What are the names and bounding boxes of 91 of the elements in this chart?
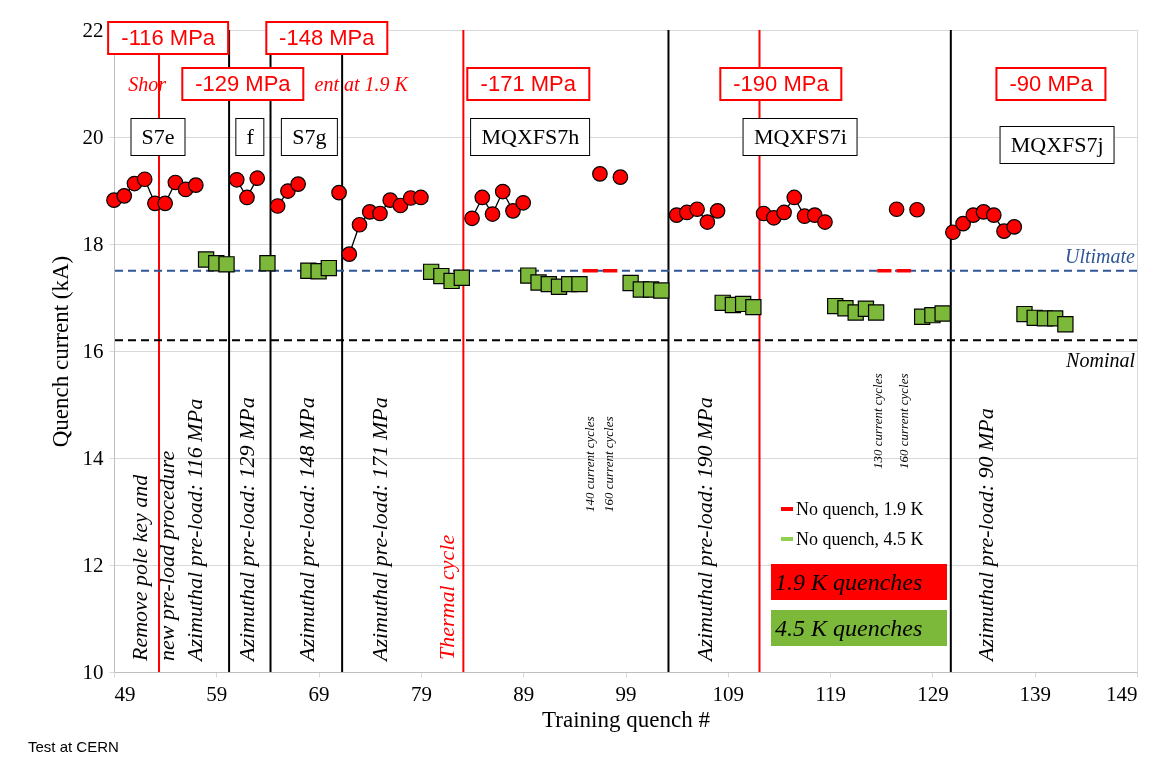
- x-tick-label: 69: [308, 681, 330, 706]
- y-tick-label: 20: [82, 124, 104, 149]
- point: [909, 201, 925, 218]
- annotation: 130 current cycles: [870, 373, 887, 469]
- annotation: 160 current cycles: [601, 415, 618, 512]
- point: [817, 214, 833, 230]
- point: [413, 189, 429, 206]
- x-tick-label: 89: [513, 681, 535, 706]
- point: [592, 166, 608, 182]
- annotation: MQXFS7j: [999, 126, 1115, 165]
- y-axis-title: Quench current (kA): [47, 255, 73, 448]
- point: [776, 204, 792, 221]
- y-tick-label: 14: [82, 445, 104, 470]
- point: [653, 282, 670, 299]
- x-tick-label: 109: [712, 681, 745, 706]
- point: [985, 207, 1002, 223]
- text: 1.9 K quenches: [771, 564, 947, 600]
- y-tick-label: 10: [82, 659, 104, 684]
- annotation: S7e: [130, 118, 186, 156]
- annotation: MQXFS7i: [742, 118, 858, 156]
- point: [699, 214, 716, 230]
- x-tick-label: 49: [114, 681, 136, 706]
- x-tick-label: 139: [1019, 681, 1051, 706]
- point: [806, 207, 823, 223]
- text: 4.5 K quenches: [771, 610, 947, 646]
- point: [1006, 219, 1023, 235]
- x-tick-label: 129: [917, 681, 949, 706]
- annotation: Azimuthal pre-load: 116 MPa: [181, 399, 208, 662]
- point: [372, 205, 388, 222]
- point: [945, 224, 961, 241]
- point: [934, 305, 951, 322]
- annotation: Azimuthal pre-load: 171 MPa: [366, 397, 393, 662]
- x-tick-label: 59: [206, 681, 228, 706]
- point: [571, 275, 588, 293]
- point: [280, 183, 296, 199]
- x-axis-title: Training quench #: [542, 706, 711, 732]
- y-tick-label: 18: [82, 231, 104, 256]
- annotation: new pre-load procedure: [154, 451, 181, 662]
- point: [331, 184, 347, 201]
- point: [259, 255, 276, 272]
- annotation: Azimuthal pre-load: 90 MPa: [972, 408, 999, 662]
- y-tick-label: 16: [82, 338, 104, 363]
- x-tick-label: 79: [410, 681, 432, 706]
- point: [888, 201, 905, 218]
- annotation: Azimuthal pre-load: 148 MPa: [294, 397, 321, 662]
- x-tick-label: 119: [815, 681, 846, 706]
- point: [612, 169, 629, 185]
- point: [689, 201, 705, 218]
- point: [464, 210, 480, 227]
- text: Test at CERN: [28, 738, 119, 755]
- annotation: -90 MPa: [995, 66, 1107, 101]
- y-tick-label: 12: [82, 552, 104, 577]
- point: [269, 198, 286, 214]
- annotation: -190 MPa: [719, 66, 843, 101]
- annotation: Remove pole key and: [126, 475, 153, 662]
- annotation: Azimuthal pre-load: 190 MPa: [692, 397, 719, 662]
- point: [187, 177, 204, 193]
- ref-line-label: Ultimate: [1065, 244, 1135, 268]
- legend-label: No quench, 4.5 K: [796, 528, 924, 550]
- point: [341, 246, 358, 262]
- point: [218, 256, 235, 273]
- x-tick-label: 99: [615, 681, 637, 706]
- point: [351, 216, 368, 233]
- annotation: -148 MPa: [265, 21, 389, 56]
- annotation: 160 current cycles: [895, 373, 912, 469]
- point: [867, 304, 885, 321]
- annotation: -116 MPa: [107, 21, 230, 56]
- point: [709, 203, 726, 219]
- annotation: 140 current cycles: [581, 415, 598, 512]
- point: [786, 189, 803, 206]
- annotation: -171 MPa: [466, 66, 591, 101]
- annotation: MQXFS7h: [470, 118, 591, 156]
- point: [290, 176, 306, 192]
- point: [745, 298, 762, 316]
- point: [136, 171, 153, 188]
- point: [320, 259, 338, 277]
- point: [1057, 316, 1074, 333]
- point: [116, 188, 133, 204]
- annotation: Azimuthal pre-load: 129 MPa: [233, 397, 260, 662]
- x-tick-label: 149: [1106, 681, 1138, 706]
- point: [955, 215, 971, 232]
- ref-line-label: Thermal cycle: [434, 534, 461, 660]
- annotation: S7g: [281, 118, 338, 156]
- ref-line-label: Nominal: [1066, 348, 1135, 372]
- annotation: ent at 1.9 K: [314, 72, 408, 95]
- y-tick-label: 22: [82, 17, 104, 42]
- legend-label: No quench, 1.9 K: [796, 498, 924, 520]
- annotation: -129 MPa: [181, 66, 305, 101]
- annotation: f: [235, 118, 265, 156]
- point: [453, 269, 470, 286]
- point: [157, 195, 173, 212]
